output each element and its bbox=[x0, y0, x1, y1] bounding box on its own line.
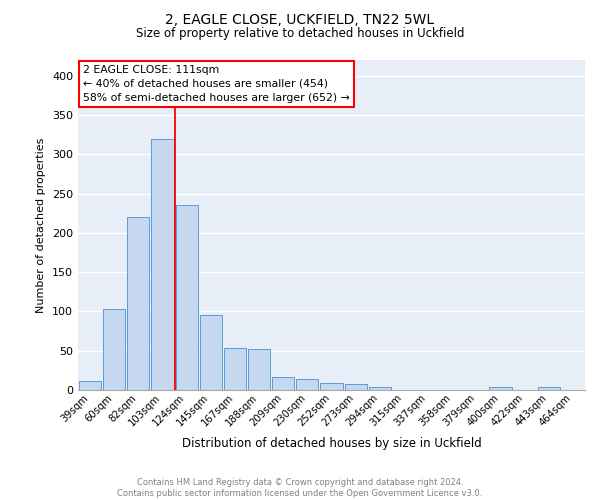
Bar bbox=[224, 348, 246, 390]
Text: Contains HM Land Registry data © Crown copyright and database right 2024.
Contai: Contains HM Land Registry data © Crown c… bbox=[118, 478, 482, 498]
Bar bbox=[176, 206, 198, 390]
Text: 2, EAGLE CLOSE, UCKFIELD, TN22 5WL: 2, EAGLE CLOSE, UCKFIELD, TN22 5WL bbox=[166, 12, 434, 26]
Text: 2 EAGLE CLOSE: 111sqm
← 40% of detached houses are smaller (454)
58% of semi-det: 2 EAGLE CLOSE: 111sqm ← 40% of detached … bbox=[83, 65, 350, 103]
Bar bbox=[127, 217, 149, 390]
Bar bbox=[200, 314, 222, 390]
Bar bbox=[344, 384, 367, 390]
Y-axis label: Number of detached properties: Number of detached properties bbox=[37, 138, 46, 312]
Bar bbox=[296, 379, 319, 390]
Bar bbox=[538, 387, 560, 390]
Text: Size of property relative to detached houses in Uckfield: Size of property relative to detached ho… bbox=[136, 28, 464, 40]
Bar bbox=[151, 138, 173, 390]
Bar bbox=[320, 383, 343, 390]
Bar bbox=[248, 349, 270, 390]
Bar bbox=[272, 378, 295, 390]
Bar bbox=[490, 387, 512, 390]
Bar bbox=[79, 380, 101, 390]
X-axis label: Distribution of detached houses by size in Uckfield: Distribution of detached houses by size … bbox=[182, 436, 481, 450]
Bar bbox=[368, 387, 391, 390]
Bar bbox=[103, 309, 125, 390]
